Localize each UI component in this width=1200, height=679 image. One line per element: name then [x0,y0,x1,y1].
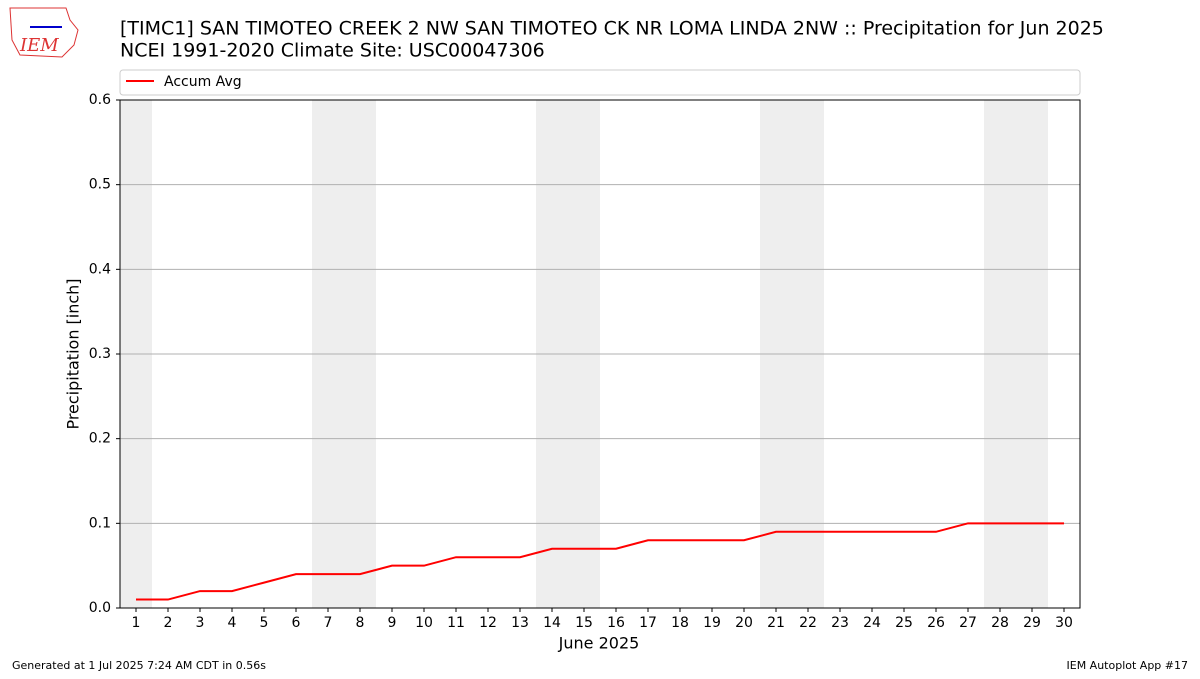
x-tick-label: 25 [895,615,913,631]
logo-text: IEM [19,35,59,56]
x-tick-label: 13 [511,615,529,631]
x-tick-label: 14 [543,615,561,631]
y-tick-label: 0.3 [89,346,111,362]
x-tick-label: 8 [356,615,365,631]
y-axis-label: Precipitation [inch] [64,278,83,429]
x-tick-label: 15 [575,615,593,631]
x-tick-label: 12 [479,615,497,631]
x-tick-label: 29 [1023,615,1041,631]
x-tick-label: 19 [703,615,721,631]
x-tick-label: 16 [607,615,625,631]
logo-shape [9,7,79,58]
legend-box [119,69,1081,96]
chart-title: [TIMC1] SAN TIMOTEO CREEK 2 NW SAN TIMOT… [120,18,1104,40]
x-tick-label: 2 [164,615,173,631]
x-tick-label: 10 [415,615,433,631]
x-tick-label: 22 [799,615,817,631]
x-tick-label: 27 [959,615,977,631]
x-tick-label: 17 [639,615,657,631]
y-tick-label: 0.2 [89,431,111,447]
x-tick-label: 23 [831,615,849,631]
y-tick-label: 0.4 [89,261,111,277]
y-tick-label: 0.5 [89,177,111,193]
y-tick-label: 0.6 [89,92,111,108]
footer-left: Generated at 1 Jul 2025 7:24 AM CDT in 0… [12,659,266,672]
x-tick-label: 11 [447,615,465,631]
y-tick-label: 0.0 [89,600,111,616]
x-tick-label: 3 [196,615,205,631]
x-tick-label: 6 [292,615,301,631]
y-tick-label: 0.1 [89,515,111,531]
x-tick-label: 1 [132,615,141,631]
footer-right: IEM Autoplot App #17 [1067,659,1189,672]
x-tick-label: 9 [388,615,397,631]
x-tick-label: 21 [767,615,785,631]
chart-subtitle: NCEI 1991-2020 Climate Site: USC00047306 [120,40,545,62]
x-tick-label: 30 [1055,615,1073,631]
logo: IEM [9,7,79,58]
legend-label: Accum Avg [164,74,242,90]
x-tick-label: 24 [863,615,881,631]
x-tick-label: 5 [260,615,269,631]
x-tick-label: 7 [324,615,333,631]
x-tick-label: 26 [927,615,945,631]
data-line [136,522,1064,601]
x-tick-label: 4 [228,615,237,631]
x-tick-label: 18 [671,615,689,631]
x-tick-label: 28 [991,615,1009,631]
x-tick-label: 20 [735,615,753,631]
plot-frame [119,99,1081,609]
x-axis-label: June 2025 [558,634,640,653]
